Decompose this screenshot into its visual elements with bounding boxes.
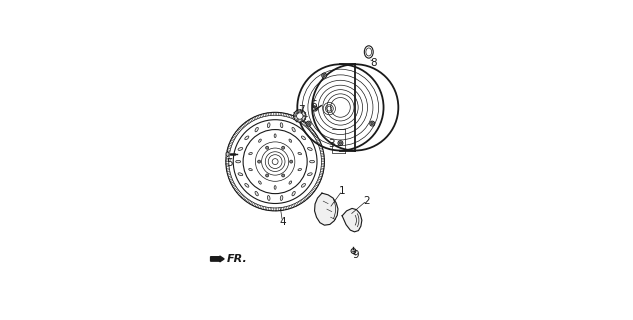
Ellipse shape xyxy=(298,153,301,155)
Ellipse shape xyxy=(292,127,295,132)
Ellipse shape xyxy=(308,148,312,150)
Ellipse shape xyxy=(308,173,312,176)
Ellipse shape xyxy=(258,181,261,184)
Ellipse shape xyxy=(301,183,306,187)
Ellipse shape xyxy=(238,148,242,150)
Circle shape xyxy=(290,160,292,163)
Text: 1: 1 xyxy=(339,186,346,196)
Circle shape xyxy=(303,115,305,117)
Ellipse shape xyxy=(249,169,253,171)
Ellipse shape xyxy=(255,127,258,132)
Circle shape xyxy=(266,146,268,149)
Circle shape xyxy=(258,160,261,163)
Circle shape xyxy=(301,119,303,121)
Ellipse shape xyxy=(280,196,283,200)
Ellipse shape xyxy=(274,186,276,189)
Ellipse shape xyxy=(301,136,306,140)
Ellipse shape xyxy=(280,123,283,128)
Circle shape xyxy=(282,174,285,177)
Polygon shape xyxy=(315,193,338,225)
Ellipse shape xyxy=(235,160,241,163)
Circle shape xyxy=(339,142,342,144)
Circle shape xyxy=(371,122,373,125)
Ellipse shape xyxy=(255,191,258,196)
Circle shape xyxy=(306,121,311,126)
Ellipse shape xyxy=(249,153,253,155)
Text: 9: 9 xyxy=(353,250,360,260)
Circle shape xyxy=(370,121,375,126)
Text: 5: 5 xyxy=(226,158,233,168)
Text: FR.: FR. xyxy=(227,254,248,264)
Ellipse shape xyxy=(298,169,301,171)
Text: 2: 2 xyxy=(363,196,370,205)
Ellipse shape xyxy=(245,183,249,187)
Polygon shape xyxy=(342,208,362,232)
Circle shape xyxy=(322,73,327,78)
Ellipse shape xyxy=(289,139,292,142)
Circle shape xyxy=(323,74,325,77)
Circle shape xyxy=(297,113,303,119)
FancyArrow shape xyxy=(211,256,224,262)
Ellipse shape xyxy=(258,139,261,142)
Circle shape xyxy=(297,119,299,121)
Text: 7: 7 xyxy=(298,105,305,115)
Circle shape xyxy=(266,174,268,177)
Text: 6: 6 xyxy=(310,100,316,110)
Circle shape xyxy=(297,111,299,113)
Polygon shape xyxy=(226,152,229,157)
Ellipse shape xyxy=(238,173,242,176)
Ellipse shape xyxy=(267,196,270,200)
Ellipse shape xyxy=(289,181,292,184)
Circle shape xyxy=(338,141,343,146)
Circle shape xyxy=(308,122,310,125)
Circle shape xyxy=(282,146,285,149)
Text: 4: 4 xyxy=(279,217,286,227)
Circle shape xyxy=(351,249,356,253)
Text: 3: 3 xyxy=(329,139,335,149)
Circle shape xyxy=(294,110,306,122)
Circle shape xyxy=(301,111,303,113)
Circle shape xyxy=(313,106,318,111)
Ellipse shape xyxy=(274,134,276,138)
Text: 8: 8 xyxy=(370,58,377,68)
Ellipse shape xyxy=(267,123,270,128)
Ellipse shape xyxy=(310,160,315,163)
Ellipse shape xyxy=(245,136,249,140)
Ellipse shape xyxy=(292,191,295,196)
Circle shape xyxy=(294,115,296,117)
